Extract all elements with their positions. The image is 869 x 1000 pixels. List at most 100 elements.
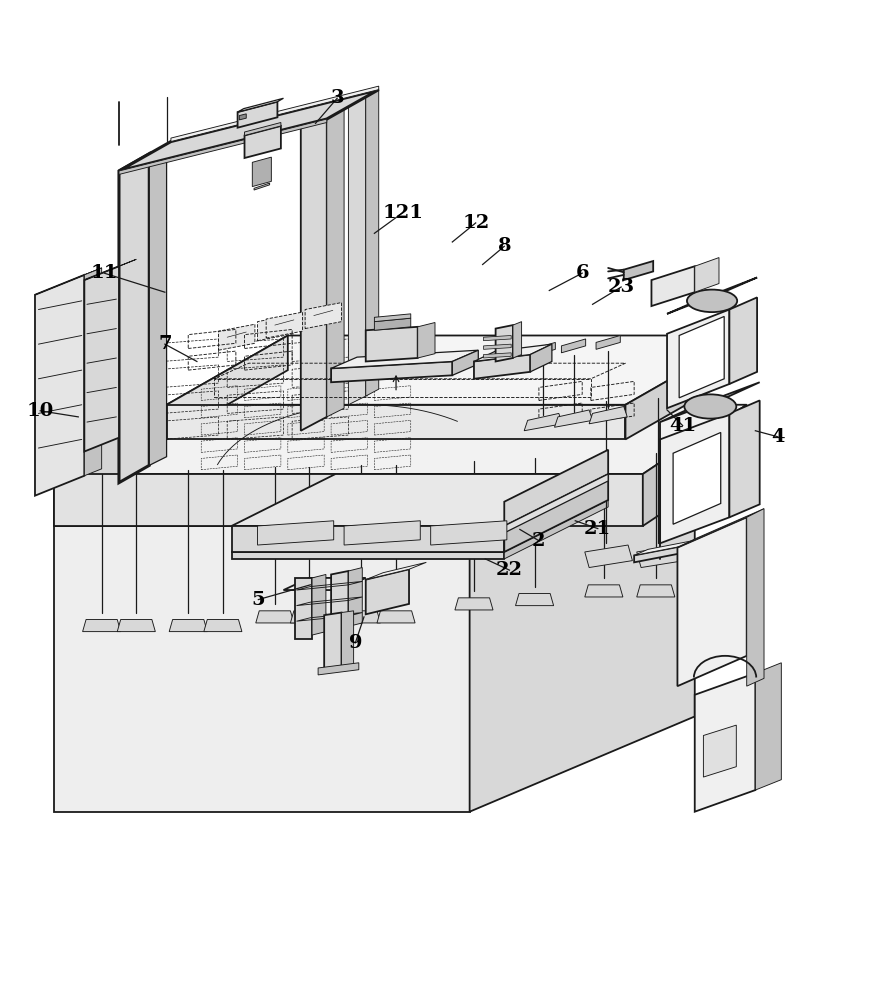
- Polygon shape: [203, 619, 242, 632]
- Polygon shape: [290, 611, 328, 623]
- Polygon shape: [483, 335, 511, 341]
- Polygon shape: [257, 521, 334, 545]
- Polygon shape: [84, 268, 102, 476]
- Polygon shape: [634, 539, 701, 555]
- Polygon shape: [331, 361, 452, 382]
- Polygon shape: [348, 93, 365, 405]
- Text: 5: 5: [251, 591, 265, 609]
- Polygon shape: [667, 310, 728, 408]
- Polygon shape: [524, 413, 561, 431]
- Polygon shape: [324, 613, 342, 669]
- Polygon shape: [634, 545, 687, 562]
- Polygon shape: [119, 90, 378, 171]
- Polygon shape: [673, 432, 720, 524]
- Polygon shape: [218, 324, 255, 350]
- Polygon shape: [595, 335, 620, 349]
- Polygon shape: [588, 406, 627, 424]
- Polygon shape: [348, 568, 362, 626]
- Polygon shape: [166, 335, 746, 405]
- Polygon shape: [342, 611, 380, 623]
- Text: 8: 8: [497, 237, 510, 255]
- Polygon shape: [365, 562, 426, 580]
- Polygon shape: [561, 339, 585, 353]
- Text: 23: 23: [607, 278, 634, 296]
- Polygon shape: [365, 89, 378, 396]
- Polygon shape: [660, 382, 759, 422]
- Polygon shape: [331, 571, 348, 630]
- Polygon shape: [504, 474, 607, 533]
- Polygon shape: [728, 400, 759, 517]
- Polygon shape: [54, 405, 746, 474]
- Polygon shape: [305, 303, 342, 329]
- Polygon shape: [254, 183, 269, 190]
- Polygon shape: [376, 611, 415, 623]
- Polygon shape: [694, 258, 718, 292]
- Text: 3: 3: [330, 89, 343, 107]
- Polygon shape: [342, 611, 353, 666]
- Polygon shape: [84, 266, 119, 452]
- Polygon shape: [454, 598, 493, 610]
- Polygon shape: [642, 405, 746, 526]
- Polygon shape: [231, 474, 607, 526]
- Polygon shape: [513, 322, 521, 358]
- Text: 11: 11: [90, 264, 118, 282]
- Polygon shape: [231, 552, 504, 559]
- Polygon shape: [452, 350, 478, 375]
- Text: 6: 6: [574, 264, 588, 282]
- Polygon shape: [504, 474, 607, 552]
- Polygon shape: [257, 315, 294, 341]
- Text: 121: 121: [382, 204, 423, 222]
- Polygon shape: [636, 585, 674, 597]
- Polygon shape: [331, 350, 478, 368]
- Text: 22: 22: [495, 561, 522, 579]
- Polygon shape: [474, 344, 551, 361]
- Polygon shape: [679, 316, 723, 398]
- Polygon shape: [295, 578, 312, 639]
- Polygon shape: [149, 145, 166, 465]
- Polygon shape: [529, 344, 551, 372]
- Text: 4: 4: [770, 428, 784, 446]
- Polygon shape: [667, 277, 756, 314]
- Polygon shape: [660, 413, 728, 543]
- Polygon shape: [244, 126, 281, 158]
- Polygon shape: [244, 122, 281, 135]
- Polygon shape: [119, 119, 327, 174]
- Polygon shape: [283, 578, 365, 590]
- Polygon shape: [83, 619, 121, 632]
- Polygon shape: [35, 275, 84, 496]
- Polygon shape: [554, 410, 592, 427]
- Text: 7: 7: [158, 335, 171, 353]
- Ellipse shape: [684, 394, 735, 419]
- Polygon shape: [54, 405, 158, 526]
- Polygon shape: [239, 114, 246, 120]
- Polygon shape: [754, 663, 780, 790]
- Polygon shape: [746, 509, 763, 686]
- Polygon shape: [54, 457, 694, 526]
- Polygon shape: [469, 457, 694, 812]
- Polygon shape: [623, 261, 653, 280]
- Polygon shape: [365, 327, 417, 361]
- Polygon shape: [119, 145, 166, 171]
- Polygon shape: [703, 725, 735, 777]
- Polygon shape: [651, 266, 694, 306]
- Polygon shape: [474, 355, 529, 379]
- Polygon shape: [237, 102, 277, 128]
- Polygon shape: [483, 353, 511, 358]
- Polygon shape: [318, 663, 358, 675]
- Polygon shape: [584, 545, 632, 568]
- Polygon shape: [327, 97, 344, 417]
- Polygon shape: [169, 619, 207, 632]
- Polygon shape: [266, 312, 302, 338]
- Polygon shape: [117, 619, 156, 632]
- Polygon shape: [237, 98, 283, 112]
- Polygon shape: [495, 325, 513, 361]
- Text: 21: 21: [583, 520, 611, 538]
- Ellipse shape: [687, 290, 736, 312]
- Polygon shape: [515, 594, 553, 606]
- Polygon shape: [374, 314, 410, 322]
- Polygon shape: [344, 521, 420, 545]
- Text: 41: 41: [668, 417, 695, 435]
- Polygon shape: [252, 157, 271, 187]
- Polygon shape: [312, 574, 326, 635]
- Polygon shape: [504, 500, 607, 559]
